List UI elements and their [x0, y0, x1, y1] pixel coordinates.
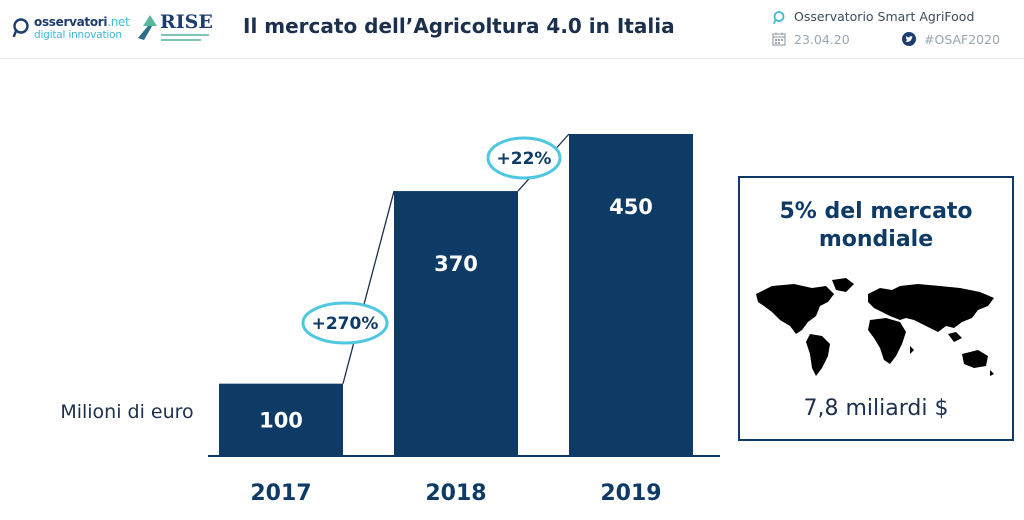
twitter-icon[interactable] [902, 32, 916, 46]
bar-2018 [394, 191, 518, 456]
bar-value-label: 370 [434, 252, 478, 276]
rise-arrow-icon [138, 15, 157, 40]
growth-badge [301, 301, 389, 345]
unit-label: Milioni di euro [60, 401, 193, 423]
market-bar-chart: 100 370 450 +270% +22% 2017 2018 2019 Milioni… [60, 133, 720, 506]
bar-value-label: 100 [259, 408, 303, 432]
bar-2019 [569, 134, 693, 455]
observatory-name: Osservatorio Smart AgriFood [794, 9, 975, 24]
global-market-value: 7,8 miliardi $ [803, 396, 949, 421]
global-market-info-box: 5% del mercato mondiale 7,8 miliardi $ [738, 176, 1014, 441]
global-market-share-title: 5% del mercato mondiale [740, 198, 1012, 254]
osservatori-logo[interactable]: osservatori.net digital innovation [12, 12, 130, 44]
osservatori-logo-name: osservatori.net [34, 15, 130, 29]
world-map-icon [756, 278, 994, 376]
rise-logo-tagline-line [161, 34, 209, 36]
page-title: Il mercato dell’Agricoltura 4.0 in Itali… [243, 14, 675, 38]
rise-logo-text: RISE [160, 11, 213, 33]
growth-badge [486, 136, 562, 180]
growth-connector-line [342, 190, 395, 384]
growth-label: +22% [497, 149, 552, 169]
header: osservatori.net digital innovation RISE … [0, 0, 1024, 59]
rise-logo-tagline-line [161, 39, 201, 41]
calendar-icon [772, 32, 786, 46]
event-hashtag[interactable]: #OSAF2020 [924, 32, 1001, 47]
x-tick-label: 2017 [250, 481, 311, 506]
osservatori-logo-tagline: digital innovation [34, 29, 122, 41]
global-market-share-line2: mondiale [818, 227, 934, 252]
x-tick-label: 2018 [425, 481, 486, 506]
event-date: 23.04.20 [794, 32, 850, 47]
growth-annotations: +270% +22% [301, 136, 562, 345]
osservatori-ring-icon [12, 18, 29, 37]
global-market-share-line1: 5% del mercato [779, 199, 973, 224]
growth-label: +270% [312, 314, 379, 334]
bar-2017 [219, 383, 343, 455]
rise-logo[interactable]: RISE [136, 10, 220, 46]
x-axis-tick-labels: 2017 2018 2019 [250, 481, 661, 506]
bar-value-label: 450 [609, 195, 653, 219]
bars: 100 370 450 [219, 134, 693, 456]
x-tick-label: 2019 [600, 481, 661, 506]
observatory-ring-icon [773, 11, 785, 24]
